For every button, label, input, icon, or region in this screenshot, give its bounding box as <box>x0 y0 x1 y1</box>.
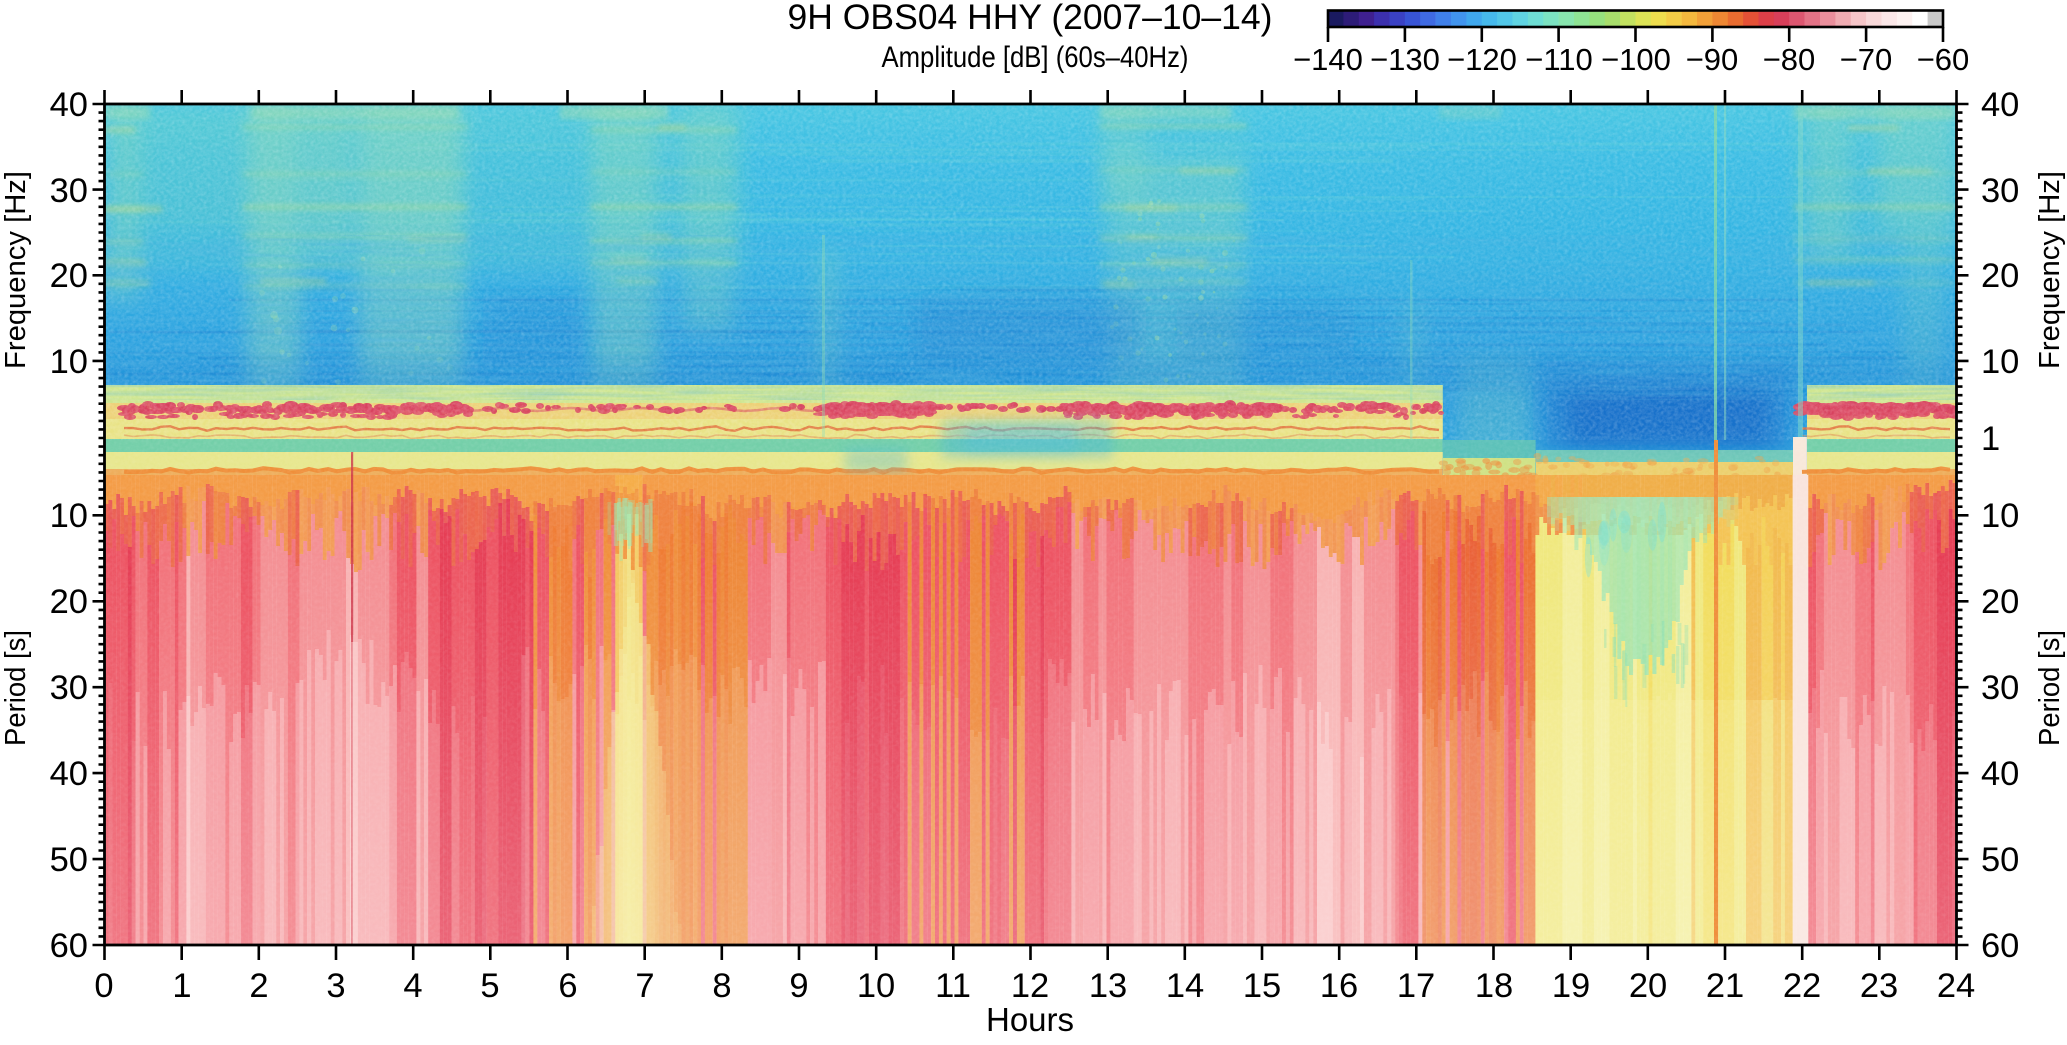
svg-text:10: 10 <box>50 343 88 381</box>
svg-text:20: 20 <box>1981 257 2019 295</box>
svg-text:60: 60 <box>50 927 88 965</box>
svg-text:1: 1 <box>1981 420 2000 458</box>
svg-text:−110: −110 <box>1525 42 1593 77</box>
svg-text:Hours: Hours <box>986 1001 1074 1038</box>
svg-text:23: 23 <box>1860 967 1898 1005</box>
svg-text:19: 19 <box>1552 967 1590 1005</box>
svg-text:30: 30 <box>1981 669 2019 707</box>
svg-text:Frequency [Hz]: Frequency [Hz] <box>0 171 32 369</box>
svg-text:50: 50 <box>1981 841 2019 879</box>
svg-text:−90: −90 <box>1686 42 1739 77</box>
svg-text:Period [s]: Period [s] <box>2034 630 2066 746</box>
svg-text:11: 11 <box>935 967 971 1005</box>
svg-text:14: 14 <box>1166 967 1204 1005</box>
svg-text:9: 9 <box>789 967 808 1005</box>
svg-text:−60: −60 <box>1917 42 1970 77</box>
svg-text:6: 6 <box>558 967 577 1005</box>
svg-text:17: 17 <box>1397 967 1435 1005</box>
svg-text:20: 20 <box>1629 967 1667 1005</box>
svg-text:−130: −130 <box>1370 42 1440 77</box>
svg-text:−70: −70 <box>1840 42 1893 77</box>
svg-text:−80: −80 <box>1763 42 1816 77</box>
svg-text:2: 2 <box>249 967 268 1005</box>
svg-text:16: 16 <box>1320 967 1358 1005</box>
svg-text:7: 7 <box>635 967 654 1005</box>
svg-text:−140: −140 <box>1293 42 1363 77</box>
svg-text:Frequency [Hz]: Frequency [Hz] <box>2034 171 2066 369</box>
svg-text:5: 5 <box>480 967 499 1005</box>
svg-text:15: 15 <box>1243 967 1281 1005</box>
svg-text:30: 30 <box>50 172 88 210</box>
svg-text:−120: −120 <box>1447 42 1517 77</box>
svg-text:30: 30 <box>50 669 88 707</box>
svg-text:21: 21 <box>1706 967 1744 1005</box>
svg-text:12: 12 <box>1011 967 1049 1005</box>
svg-text:40: 40 <box>1981 86 2019 124</box>
svg-text:40: 40 <box>50 86 88 124</box>
svg-text:0: 0 <box>94 967 113 1005</box>
svg-text:−100: −100 <box>1601 42 1671 77</box>
svg-text:40: 40 <box>1981 755 2019 793</box>
svg-text:10: 10 <box>1981 497 2019 535</box>
svg-text:10: 10 <box>1981 343 2019 381</box>
svg-text:30: 30 <box>1981 172 2019 210</box>
svg-text:13: 13 <box>1089 967 1127 1005</box>
svg-text:18: 18 <box>1475 967 1513 1005</box>
svg-text:20: 20 <box>50 257 88 295</box>
svg-text:8: 8 <box>712 967 731 1005</box>
svg-text:10: 10 <box>857 967 895 1005</box>
svg-text:24: 24 <box>1937 967 1975 1005</box>
svg-text:4: 4 <box>403 967 422 1005</box>
svg-text:1: 1 <box>172 967 191 1005</box>
svg-text:9H OBS04 HHY (2007–10–14): 9H OBS04 HHY (2007–10–14) <box>788 0 1273 37</box>
svg-text:40: 40 <box>50 755 88 793</box>
svg-text:3: 3 <box>326 967 345 1005</box>
svg-text:20: 20 <box>50 583 88 621</box>
svg-text:10: 10 <box>50 497 88 535</box>
svg-text:20: 20 <box>1981 583 2019 621</box>
svg-text:22: 22 <box>1783 967 1821 1005</box>
svg-text:50: 50 <box>50 841 88 879</box>
svg-text:Period [s]: Period [s] <box>0 630 32 746</box>
svg-text:Amplitude [dB] (60s–40Hz): Amplitude [dB] (60s–40Hz) <box>882 41 1189 74</box>
svg-text:60: 60 <box>1981 927 2019 965</box>
